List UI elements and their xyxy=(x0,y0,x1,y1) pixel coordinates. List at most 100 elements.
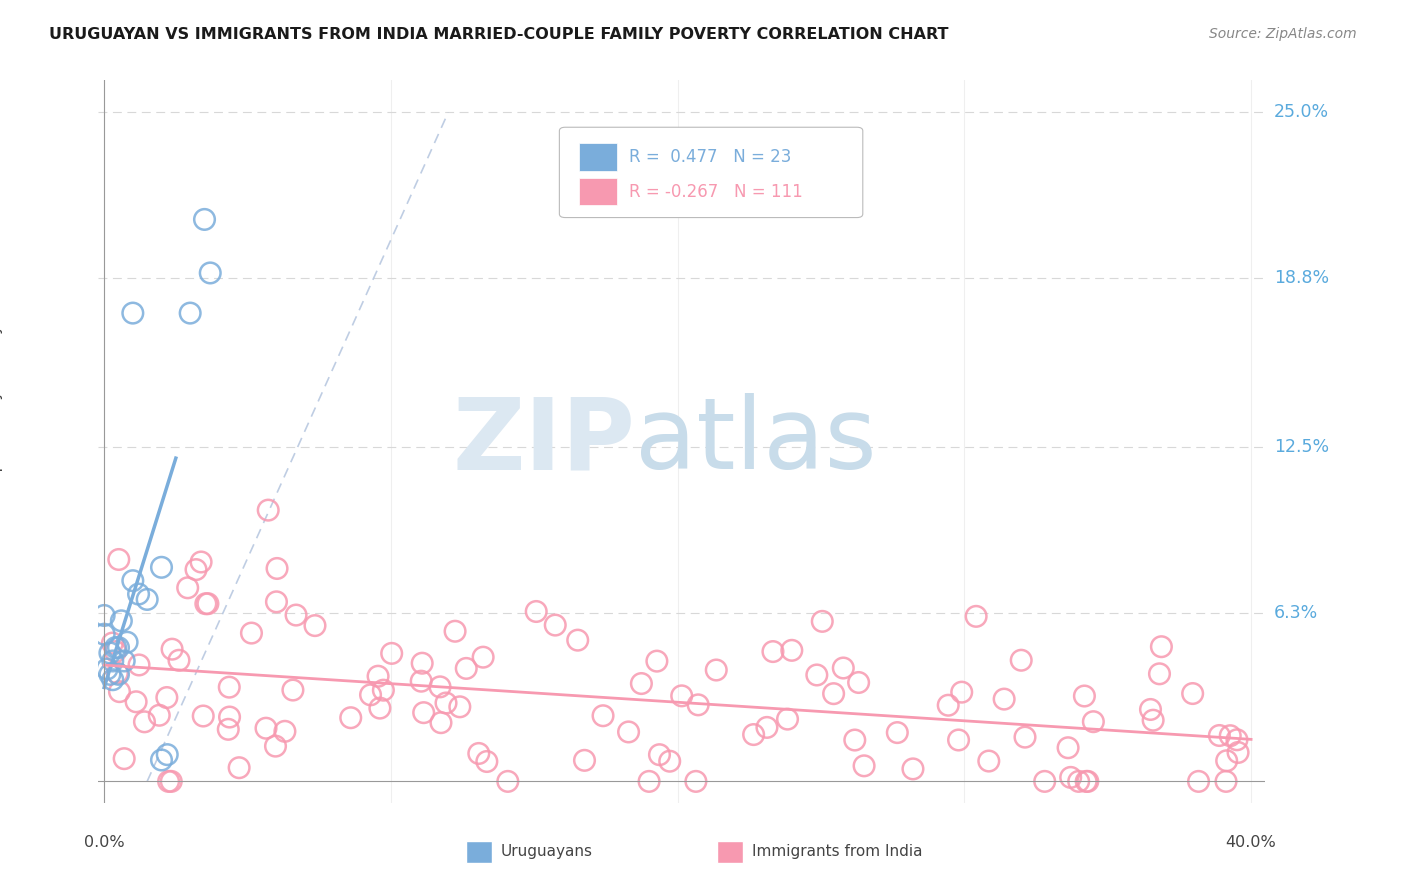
Text: R =  0.477   N = 23: R = 0.477 N = 23 xyxy=(630,148,792,166)
Point xyxy=(844,733,866,747)
Point xyxy=(1215,754,1237,768)
Text: ZIP: ZIP xyxy=(453,393,636,490)
Point xyxy=(104,645,127,659)
Point xyxy=(167,653,190,667)
Point xyxy=(150,560,173,574)
Point xyxy=(544,618,567,632)
Point xyxy=(107,667,129,681)
Point xyxy=(630,676,652,690)
Point xyxy=(977,754,1000,768)
Point xyxy=(98,667,121,681)
Point xyxy=(755,720,778,734)
Point xyxy=(412,706,434,720)
Point xyxy=(285,608,308,623)
Point xyxy=(360,688,382,702)
Point xyxy=(373,683,395,698)
Point xyxy=(592,708,614,723)
Point xyxy=(1142,713,1164,727)
Point xyxy=(444,624,467,639)
Point xyxy=(1073,689,1095,703)
Point xyxy=(496,774,519,789)
Text: Immigrants from India: Immigrants from India xyxy=(752,845,922,859)
Point xyxy=(430,715,453,730)
Text: Source: ZipAtlas.com: Source: ZipAtlas.com xyxy=(1209,27,1357,41)
Point xyxy=(645,654,668,668)
Text: URUGUAYAN VS IMMIGRANTS FROM INDIA MARRIED-COUPLE FAMILY POVERTY CORRELATION CHA: URUGUAYAN VS IMMIGRANTS FROM INDIA MARRI… xyxy=(49,27,949,42)
Text: 40.0%: 40.0% xyxy=(1226,835,1277,850)
Point xyxy=(472,650,495,665)
Point xyxy=(304,618,326,632)
Point xyxy=(367,669,389,683)
Point xyxy=(218,710,240,724)
Point xyxy=(266,561,288,575)
Point xyxy=(685,774,707,789)
Point xyxy=(339,711,361,725)
Point xyxy=(1208,729,1230,743)
Point xyxy=(574,753,596,767)
Point xyxy=(190,555,212,569)
Point xyxy=(823,687,845,701)
Point xyxy=(1187,774,1209,789)
Point xyxy=(1219,729,1241,743)
Point xyxy=(274,724,297,739)
Point xyxy=(107,552,129,566)
Point xyxy=(156,747,179,762)
Point xyxy=(112,654,135,668)
Point xyxy=(648,747,671,762)
Point xyxy=(160,774,183,789)
Point xyxy=(965,609,987,624)
Point xyxy=(101,673,124,687)
Point xyxy=(134,714,156,729)
Point xyxy=(617,725,640,739)
Point xyxy=(121,306,143,320)
Point xyxy=(1076,774,1098,789)
Point xyxy=(281,683,304,698)
Point xyxy=(128,587,150,601)
Point xyxy=(217,723,239,737)
Point xyxy=(704,663,727,677)
Point xyxy=(257,503,280,517)
Point xyxy=(524,605,547,619)
Point xyxy=(776,712,799,726)
Point xyxy=(240,626,263,640)
Point xyxy=(950,685,973,699)
Point xyxy=(832,661,855,675)
Point xyxy=(128,657,150,672)
Point xyxy=(1139,702,1161,716)
Point xyxy=(264,739,287,753)
Point xyxy=(200,266,222,280)
Point xyxy=(150,753,173,767)
Point xyxy=(184,563,207,577)
Point xyxy=(381,646,404,660)
Point xyxy=(780,643,803,657)
Point xyxy=(104,640,127,655)
Point xyxy=(179,306,201,320)
Point xyxy=(125,695,148,709)
Point xyxy=(1010,653,1032,667)
Point xyxy=(936,698,959,713)
Point xyxy=(806,668,828,682)
Point xyxy=(1215,774,1237,789)
Point xyxy=(1014,730,1036,744)
Point xyxy=(449,699,471,714)
Point xyxy=(254,721,277,735)
Point xyxy=(93,608,115,623)
Point xyxy=(101,636,124,650)
Point xyxy=(434,696,457,710)
Point xyxy=(368,701,391,715)
Point xyxy=(1033,774,1056,789)
Point xyxy=(468,747,491,761)
Text: atlas: atlas xyxy=(636,393,877,490)
FancyBboxPatch shape xyxy=(579,178,617,205)
Point xyxy=(1226,732,1249,747)
Point xyxy=(853,759,876,773)
Point xyxy=(228,761,250,775)
Point xyxy=(136,592,159,607)
Point xyxy=(1181,687,1204,701)
Point xyxy=(886,725,908,739)
Point xyxy=(98,646,121,660)
Point xyxy=(93,627,115,641)
Point xyxy=(112,752,135,766)
Point xyxy=(266,595,288,609)
Point xyxy=(107,640,129,655)
